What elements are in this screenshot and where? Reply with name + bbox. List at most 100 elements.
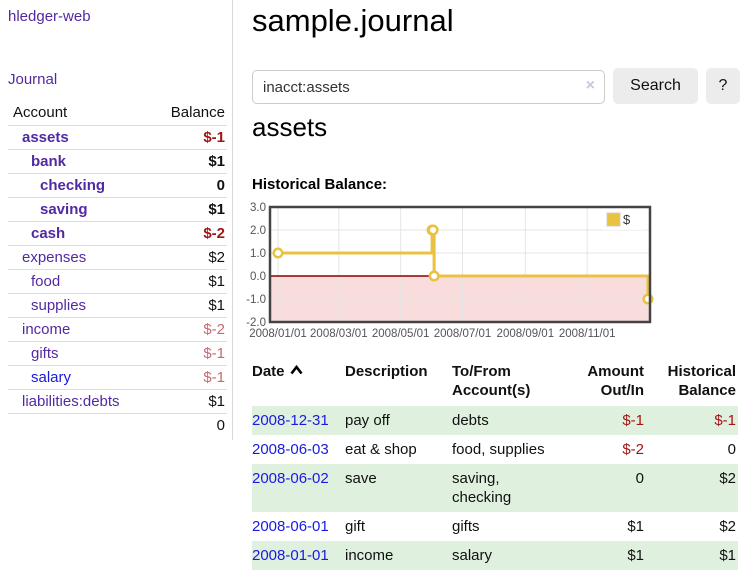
transaction-date-link[interactable]: 2008-06-02 bbox=[252, 470, 329, 487]
account-row: food $1 bbox=[8, 269, 227, 294]
search-button[interactable]: Search bbox=[613, 68, 698, 104]
account-link-saving[interactable]: saving bbox=[40, 201, 88, 218]
y-tick-label: -2.0 bbox=[246, 317, 266, 329]
y-tick-label: 0.0 bbox=[250, 271, 266, 283]
register-row: 2008-01-01 income salary $1 $1 bbox=[252, 541, 738, 570]
account-name-cell: cash bbox=[8, 221, 150, 246]
data-point bbox=[428, 270, 440, 282]
plot-border bbox=[268, 205, 652, 324]
account-row: gifts $-1 bbox=[8, 341, 227, 366]
clear-search-icon[interactable]: × bbox=[585, 77, 595, 94]
register-amount-cell: $-2 bbox=[622, 441, 644, 458]
y-tick-label: 2.0 bbox=[250, 225, 266, 237]
register-date-cell: 2008-01-01 bbox=[252, 541, 345, 570]
account-link-expenses[interactable]: expenses bbox=[22, 249, 87, 266]
account-balance: $-1 bbox=[149, 365, 227, 390]
account-name-cell: liabilities:debts bbox=[8, 389, 150, 414]
y-tick-label: 1.0 bbox=[250, 248, 266, 260]
transaction-date-link[interactable]: 2008-12-31 bbox=[252, 412, 329, 429]
account-name-cell: salary bbox=[8, 365, 150, 390]
register-accounts-cell: salary bbox=[452, 547, 493, 564]
register-row: 2008-06-03 eat & shop food, supplies $-2 0 bbox=[252, 435, 738, 464]
sidebar-item-journal-wrap: Journal bbox=[8, 71, 57, 88]
accounts-total-value: 0 bbox=[149, 413, 227, 438]
legend-swatch bbox=[606, 212, 621, 227]
account-link-food[interactable]: food bbox=[31, 273, 61, 290]
account-balance: $1 bbox=[149, 197, 227, 222]
account-balance: $1 bbox=[149, 293, 227, 318]
y-tick-label: 3.0 bbox=[250, 202, 266, 214]
x-tick-label: 2008/05/01 bbox=[372, 328, 430, 340]
register-description-cell: pay off bbox=[345, 412, 390, 429]
transaction-date-link[interactable]: 2008-06-01 bbox=[252, 518, 329, 535]
register-description-cell: income bbox=[345, 547, 394, 564]
page-title: sample.journal bbox=[252, 3, 454, 38]
account-link-income[interactable]: income bbox=[22, 321, 71, 338]
register-date-cell: 2008-12-31 bbox=[252, 406, 345, 435]
data-point bbox=[427, 224, 439, 236]
help-button[interactable]: ? bbox=[706, 68, 740, 104]
register-balance-cell: $2 bbox=[719, 470, 736, 487]
register-amount-cell: $1 bbox=[627, 518, 644, 535]
register-balance-cell: $1 bbox=[719, 547, 736, 564]
search-form: × Search ? bbox=[252, 68, 740, 104]
account-link-cash[interactable]: cash bbox=[31, 225, 66, 242]
account-balance: $-2 bbox=[149, 317, 227, 342]
register-amount-cell: $1 bbox=[627, 547, 644, 564]
transaction-date-link[interactable]: 2008-01-01 bbox=[252, 547, 329, 564]
account-balance: $-2 bbox=[149, 221, 227, 246]
account-row: assets $-1 bbox=[8, 125, 227, 150]
account-link-gifts[interactable]: gifts bbox=[31, 345, 59, 362]
register-description-cell: save bbox=[345, 470, 377, 487]
account-link-checking[interactable]: checking bbox=[40, 177, 106, 194]
account-row: income $-2 bbox=[8, 317, 227, 342]
account-balance: $-1 bbox=[149, 341, 227, 366]
sidebar-item-journal[interactable]: Journal bbox=[8, 71, 58, 88]
y-tick-label: -1.0 bbox=[246, 294, 266, 306]
account-balance: $-1 bbox=[149, 125, 227, 150]
register-header-amount: Amount Out/In bbox=[587, 363, 644, 399]
accounts-header-row: Account Balance bbox=[8, 100, 227, 126]
account-link-bank[interactable]: bank bbox=[31, 153, 67, 170]
account-row: liabilities:debts $1 bbox=[8, 389, 227, 414]
search-input[interactable] bbox=[252, 70, 605, 104]
account-balance: $1 bbox=[149, 149, 227, 174]
account-link-assets[interactable]: assets bbox=[22, 129, 69, 146]
account-link-supplies[interactable]: supplies bbox=[31, 297, 87, 314]
accounts-header-account: Account bbox=[8, 100, 150, 126]
register-header-date[interactable]: Date bbox=[252, 358, 345, 406]
register-date-cell: 2008-06-02 bbox=[252, 464, 345, 512]
register-amount-cell: 0 bbox=[635, 470, 644, 487]
register-header-accounts: To/From Account(s) bbox=[452, 363, 531, 399]
chart-title: Historical Balance: bbox=[252, 176, 388, 193]
account-link-liabilities-debts[interactable]: liabilities:debts bbox=[22, 393, 120, 410]
search-input-wrap: × bbox=[252, 70, 605, 104]
register-date-cell: 2008-06-01 bbox=[252, 512, 345, 541]
register-balance-cell: $2 bbox=[719, 518, 736, 535]
register-row: 2008-06-01 gift gifts $1 $2 bbox=[252, 512, 738, 541]
account-row: cash $-2 bbox=[8, 221, 227, 246]
app-title-link[interactable]: hledger-web bbox=[8, 8, 91, 25]
data-point bbox=[272, 247, 284, 259]
account-name-cell: expenses bbox=[8, 245, 150, 270]
account-link-salary[interactable]: salary bbox=[31, 369, 72, 386]
register-accounts-cell: saving, checking bbox=[452, 470, 512, 506]
legend-label: $ bbox=[623, 212, 631, 227]
account-name-cell: income bbox=[8, 317, 150, 342]
sort-ascending-icon bbox=[289, 365, 303, 375]
accounts-table: Account Balance assets $-1 bank $1 checking 0… bbox=[8, 100, 227, 438]
account-name-cell: gifts bbox=[8, 341, 150, 366]
transaction-date-link[interactable]: 2008-06-03 bbox=[252, 441, 329, 458]
app-title: hledger-web bbox=[8, 8, 91, 25]
account-balance: $1 bbox=[149, 389, 227, 414]
register-row: 2008-06-02 save saving, checking 0 $2 bbox=[252, 464, 738, 512]
accounts-total-spacer bbox=[8, 413, 150, 438]
account-name-cell: saving bbox=[8, 197, 150, 222]
register-date-cell: 2008-06-03 bbox=[252, 435, 345, 464]
x-tick-label: 2008/01/01 bbox=[249, 328, 307, 340]
account-row: supplies $1 bbox=[8, 293, 227, 318]
account-row: checking 0 bbox=[8, 173, 227, 198]
account-name-cell: checking bbox=[8, 173, 150, 198]
sidebar: hledger-web Journal Account Balance asse… bbox=[0, 0, 233, 440]
